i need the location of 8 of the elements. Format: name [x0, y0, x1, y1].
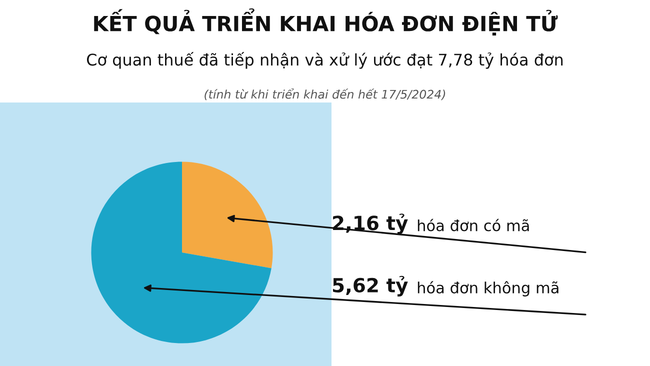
pie-slice — [91, 162, 272, 344]
chart-title: KẾT QUẢ TRIỂN KHAI HÓA ĐƠN ĐIỆN TỬ — [94, 8, 558, 36]
data-label: 5,62 tỷ — [333, 276, 408, 296]
slice-label: hóa đơn có mã — [418, 218, 529, 232]
slice-label: hóa đơn không mã — [418, 281, 558, 296]
text: (tính từ khi triển khai đến hết 17/5/2024) — [204, 88, 446, 100]
pie-slice — [182, 162, 273, 268]
chart-subtitle: Cơ quan thuế đã tiếp nhận và xử lý ước đạt 7,78 tỷ hóa đơn — [86, 52, 563, 69]
